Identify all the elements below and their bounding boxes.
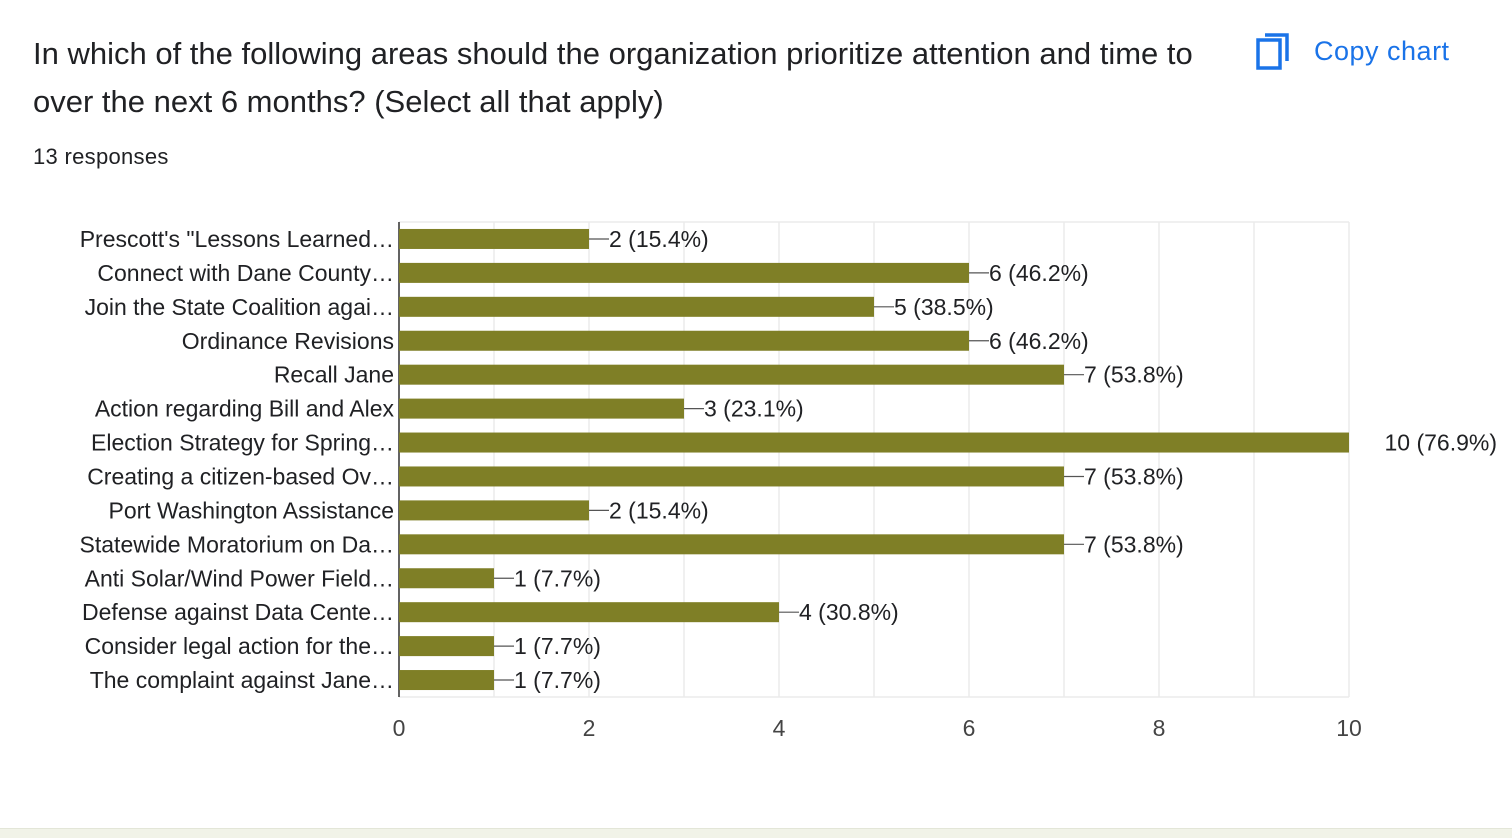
x-axis-ticks: 0 2 4 6 8 10 [393, 715, 1362, 741]
bar[interactable] [399, 568, 494, 589]
bar[interactable] [399, 466, 1064, 487]
bar[interactable] [399, 432, 1349, 453]
data-label: 1 (7.7%) [514, 667, 601, 693]
category-label: The complaint against Jane… [90, 667, 394, 693]
category-labels: Prescott's "Lessons Learned… Connect with… [80, 226, 395, 693]
x-tick-label: 4 [773, 715, 786, 741]
bar[interactable] [399, 500, 589, 521]
x-tick-label: 6 [963, 715, 976, 741]
category-label: Election Strategy for Spring… [91, 430, 394, 456]
bar[interactable] [399, 636, 494, 657]
data-label: 1 (7.7%) [514, 633, 601, 659]
category-label: Ordinance Revisions [182, 328, 394, 354]
x-tick-label: 2 [583, 715, 596, 741]
data-label: 5 (38.5%) [894, 294, 994, 320]
bar[interactable] [399, 296, 874, 317]
question-title: In which of the following areas should t… [33, 36, 1193, 119]
data-label: 1 (7.7%) [514, 565, 601, 591]
data-label: 7 (53.8%) [1084, 463, 1184, 489]
copy-chart-label: Copy chart [1314, 35, 1450, 66]
bars: 2 (15.4%) 6 (46.2%) 5 (38.5%) 6 (46.2%) 7 (5… [399, 226, 1497, 693]
bar[interactable] [399, 228, 589, 249]
bar[interactable] [399, 262, 969, 283]
grid-lines [398, 221, 1350, 698]
x-tick-label: 8 [1153, 715, 1166, 741]
data-label: 2 (15.4%) [609, 226, 709, 252]
data-label: 6 (46.2%) [989, 260, 1089, 286]
bar[interactable] [399, 364, 1064, 385]
bar[interactable] [399, 398, 684, 419]
x-tick-label: 10 [1336, 715, 1362, 741]
category-label: Join the State Coalition agai… [85, 294, 394, 320]
data-label: 3 (23.1%) [704, 396, 804, 422]
category-label: Anti Solar/Wind Power Field… [85, 565, 394, 591]
category-label: Port Washington Assistance [108, 497, 394, 523]
data-label: 4 (30.8%) [799, 599, 899, 625]
data-label: 10 (76.9%) [1384, 430, 1497, 456]
category-label: Action regarding Bill and Alex [95, 396, 395, 422]
data-label: 6 (46.2%) [989, 328, 1089, 354]
category-label: Creating a citizen-based Ov… [87, 463, 394, 489]
copy-chart-button[interactable]: Copy chart [1254, 30, 1450, 72]
category-label: Statewide Moratorium on Da… [80, 531, 394, 557]
data-label: 2 (15.4%) [609, 497, 709, 523]
x-tick-label: 0 [393, 715, 406, 741]
bar[interactable] [399, 602, 779, 623]
category-label: Connect with Dane County… [97, 260, 394, 286]
category-label: Recall Jane [274, 362, 394, 388]
copy-icon [1254, 31, 1292, 71]
data-label: 7 (53.8%) [1084, 531, 1184, 557]
bar[interactable] [399, 534, 1064, 555]
bar[interactable] [399, 670, 494, 691]
category-label: Prescott's "Lessons Learned… [80, 226, 394, 252]
bottom-strip [0, 828, 1512, 838]
bar-chart: 2 (15.4%) 6 (46.2%) 5 (38.5%) 6 (46.2%) 7 (5… [80, 221, 1497, 741]
data-label: 7 (53.8%) [1084, 362, 1184, 388]
category-label: Consider legal action for the… [85, 633, 394, 659]
response-count: 13 responses [33, 144, 169, 169]
bar[interactable] [399, 330, 969, 351]
category-label: Defense against Data Cente… [82, 599, 394, 625]
